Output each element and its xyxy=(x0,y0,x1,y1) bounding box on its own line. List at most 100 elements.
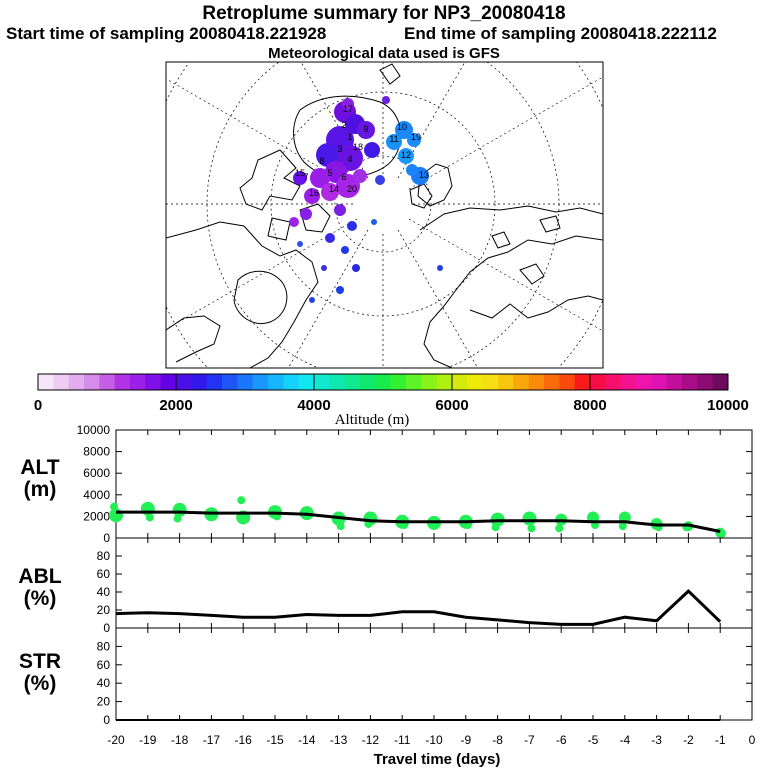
plume-circle-33 xyxy=(437,265,443,271)
colorbar-tick-10000: 10000 xyxy=(707,397,749,414)
colorbar-swatch-10 xyxy=(191,374,208,390)
colorbar-swatch-9 xyxy=(176,374,192,390)
x-tick-label--3: -3 xyxy=(651,733,662,747)
colorbar-swatch-33 xyxy=(544,374,560,390)
colorbar-swatch-40 xyxy=(651,374,668,390)
colorbar-swatch-16 xyxy=(283,374,300,390)
x-tick-label--18: -18 xyxy=(171,733,189,747)
colorbar-swatch-31 xyxy=(513,374,530,390)
day-label-10: 10 xyxy=(397,122,407,132)
latitude-circle-2 xyxy=(206,62,560,368)
x-tick-label--12: -12 xyxy=(362,733,380,747)
colorbar-swatch-4 xyxy=(99,374,116,390)
day-label-20: 20 xyxy=(347,184,357,194)
meridian-line-30 xyxy=(408,218,603,332)
plume-circle-9 xyxy=(304,188,320,204)
series-line-alt xyxy=(116,510,721,533)
panel-label-str-1: (%) xyxy=(24,672,57,695)
plume-circle-11 xyxy=(357,121,375,139)
alt-scatter-secondary-point xyxy=(237,496,246,505)
x-tick-label--20: -20 xyxy=(107,733,125,747)
colorbar-swatch-41 xyxy=(666,374,683,390)
meridian-line-330 xyxy=(408,76,603,190)
alt-scatter-secondary-point xyxy=(336,522,345,531)
colorbar-swatch-13 xyxy=(237,374,254,390)
alt-scatter-secondary-point xyxy=(527,524,536,533)
meridian-line-60 xyxy=(397,229,479,368)
plume-circle-3 xyxy=(316,143,340,167)
start-time-label: Start time of sampling 20080418.221928 xyxy=(6,24,327,43)
end-time-label: End time of sampling 20080418.222112 xyxy=(404,24,717,43)
altitude-colorbar: 0 2000 4000 6000 8000 10000 xyxy=(34,373,749,414)
plume-circle-24 xyxy=(382,96,390,104)
colorbar-swatch-7 xyxy=(145,374,162,390)
x-tick-label--14: -14 xyxy=(298,733,316,747)
plume-circle-28 xyxy=(398,148,414,164)
plume-circle-6 xyxy=(310,168,330,188)
chart-title: Retroplume summary for NP3_20080418 xyxy=(202,3,566,24)
plume-circle-10 xyxy=(293,171,307,185)
plume-circle-34 xyxy=(375,175,385,185)
x-tick-label--10: -10 xyxy=(425,733,443,747)
colorbar-swatch-43 xyxy=(697,374,714,390)
colorbar-swatch-24 xyxy=(406,374,422,390)
day-label-5: 5 xyxy=(327,168,332,178)
alt-scatter-main-point xyxy=(172,502,187,517)
colorbar-swatch-14 xyxy=(252,374,269,390)
panel-label-abl-0: ABL xyxy=(18,565,61,588)
day-label-6: 6 xyxy=(341,172,346,182)
plume-circle-17 xyxy=(347,221,357,231)
day-label-11: 11 xyxy=(389,134,398,144)
series-line-abl xyxy=(115,589,722,626)
plume-circle-35 xyxy=(371,219,377,225)
colorbar-swatch-22 xyxy=(375,374,392,390)
colorbar-swatch-0 xyxy=(38,374,54,390)
colorbar-swatch-21 xyxy=(360,374,376,390)
x-tick-label--6: -6 xyxy=(556,733,567,747)
x-tick-label--9: -9 xyxy=(460,733,471,747)
colorbar-swatch-20 xyxy=(344,374,361,390)
day-label-4: 4 xyxy=(347,154,352,164)
plume-circle-16 xyxy=(334,204,346,216)
plume-circle-23 xyxy=(342,98,354,110)
day-label-14: 14 xyxy=(329,184,339,194)
y-tick-label-4000: 4000 xyxy=(83,488,110,502)
colorbar-label: Altitude (m) xyxy=(335,412,410,428)
day-label-18: 18 xyxy=(353,142,363,152)
colorbar-swatch-26 xyxy=(436,374,453,390)
plume-circle-8 xyxy=(321,183,339,201)
colorbar-swatch-11 xyxy=(206,374,223,390)
y-tick-label-80: 80 xyxy=(97,639,111,653)
x-tick-label--13: -13 xyxy=(330,733,348,747)
colorbar-tick-4000: 4000 xyxy=(297,397,330,414)
colorbar-swatch-29 xyxy=(482,374,499,390)
y-tick-label-40: 40 xyxy=(97,585,111,599)
day-label-17: 17 xyxy=(343,104,353,114)
panel-label-abl-1: (%) xyxy=(24,587,57,610)
alt-scatter-secondary-point xyxy=(491,523,500,532)
x-tick-label-0: 0 xyxy=(749,733,756,747)
alt-scatter-secondary-point xyxy=(555,524,564,533)
plume-circle-25 xyxy=(395,121,413,139)
day-label-9: 9 xyxy=(363,124,368,134)
alt-scatter-secondary-point xyxy=(718,529,727,538)
x-tick-label--19: -19 xyxy=(139,733,157,747)
panel-label-alt-1: (m) xyxy=(24,478,57,501)
meridian-line-300 xyxy=(397,62,466,179)
plume-circle-31 xyxy=(297,241,303,247)
x-tick-label--5: -5 xyxy=(588,733,599,747)
y-tick-label-2000: 2000 xyxy=(83,509,110,523)
x-tick-label--15: -15 xyxy=(266,733,284,747)
plume-circle-32 xyxy=(309,297,315,303)
day-label-1: 1 xyxy=(347,132,352,142)
colorbar-swatch-15 xyxy=(268,374,284,390)
colorbar-tick-2000: 2000 xyxy=(159,397,192,414)
coastline-siberia-islands xyxy=(491,215,561,285)
panel-str: 0 20 40 60 80 STR(%) xyxy=(19,627,753,727)
plume-circle-14 xyxy=(300,208,312,220)
plume-circle-19 xyxy=(341,246,349,254)
met-data-label: Meteorological data used is GFS xyxy=(268,45,500,62)
coastline-greenland xyxy=(293,95,402,179)
colorbar-swatch-8 xyxy=(160,374,177,390)
